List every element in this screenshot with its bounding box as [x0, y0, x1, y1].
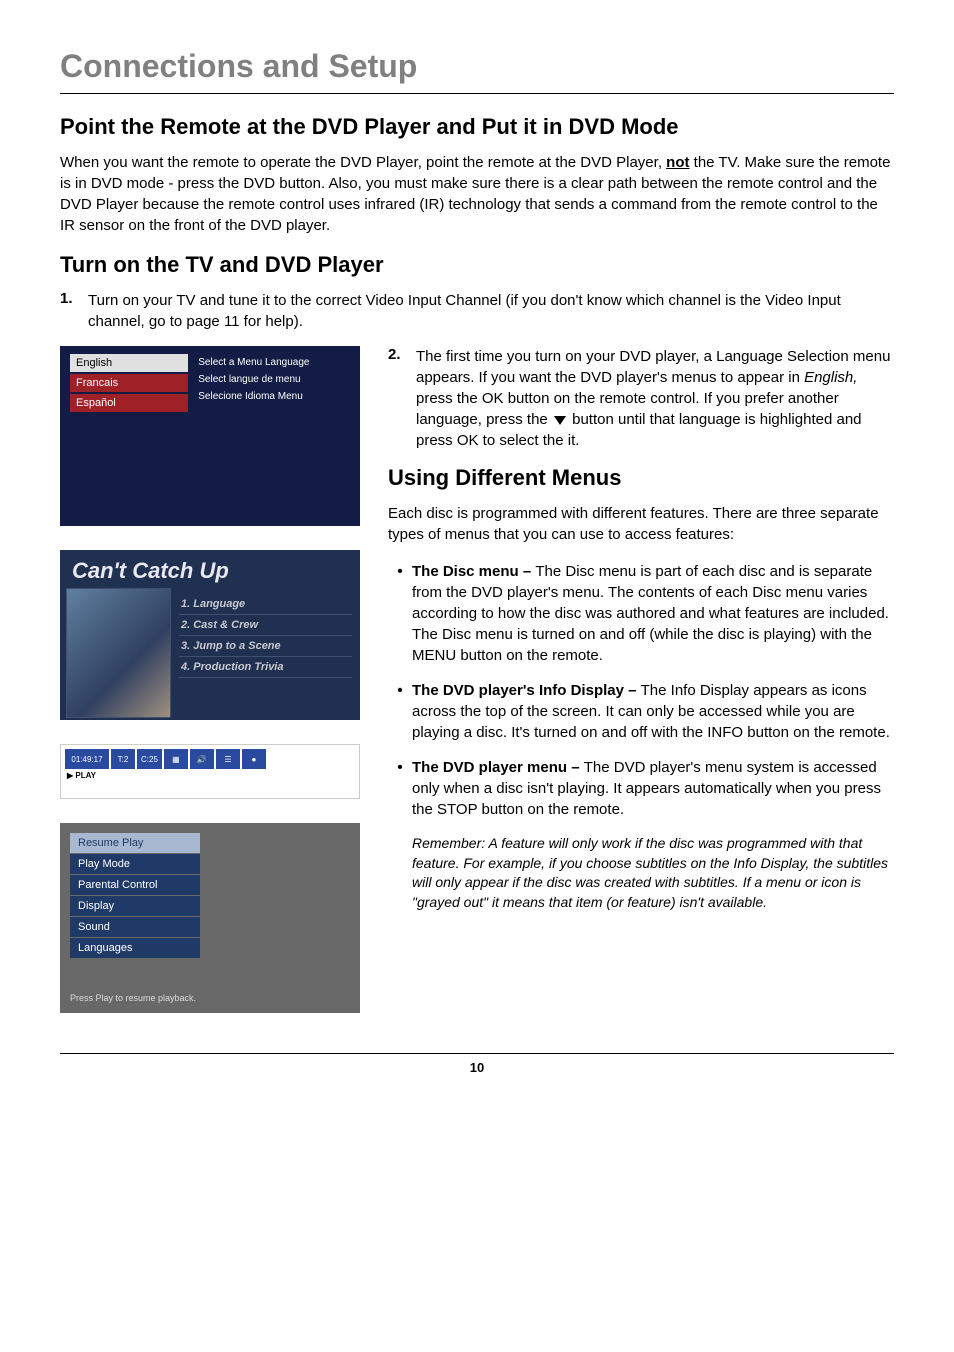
pm-item-0: Resume Play [70, 833, 200, 853]
info-display-screenshot: 01:49:17 T:2 C:25 ▦ 🔊 ☰ ● ▶ PLAY [60, 744, 360, 799]
step-2-english: English, [804, 369, 857, 386]
infobar-icon-1: ▦ [164, 749, 188, 769]
step-1: 1. Turn on your TV and tune it to the co… [60, 290, 894, 332]
title-rule [60, 93, 894, 94]
lang-label-0: Select a Menu Language [196, 354, 350, 371]
page-footer: 10 [60, 1053, 894, 1075]
infobar-play-label: ▶ PLAY [65, 771, 355, 780]
infobar-chapter: C:25 [137, 749, 162, 769]
catchup-item-3: 4. Production Trivia [179, 657, 352, 678]
step-2-number: 2. [388, 346, 416, 451]
section1-heading: Point the Remote at the DVD Player and P… [60, 114, 894, 140]
bullet-1-label: The Disc menu – [412, 563, 535, 580]
step-2: 2. The first time you turn on your DVD p… [388, 346, 894, 451]
lang-label-1: Select langue de menu [196, 371, 350, 388]
step-1-text: Turn on your TV and tune it to the corre… [88, 290, 894, 332]
lang-item-english: English [70, 354, 188, 372]
catchup-item-1: 2. Cast & Crew [179, 615, 352, 636]
section1-not: not [666, 154, 689, 171]
bullet-dot-2: • [388, 680, 412, 743]
language-select-screenshot: English Francais Español Select a Menu L… [60, 346, 360, 526]
pm-item-4: Sound [70, 917, 200, 937]
bullet-dot-1: • [388, 561, 412, 666]
infobar-time: 01:49:17 [65, 749, 109, 769]
catchup-thumbnail [66, 588, 171, 718]
catchup-item-2: 3. Jump to a Scene [179, 636, 352, 657]
bullet-2: • The DVD player's Info Display – The In… [388, 680, 894, 743]
bullet-dot-3: • [388, 757, 412, 820]
page-title: Connections and Setup [60, 48, 894, 85]
catchup-title: Can't Catch Up [60, 550, 360, 588]
bullet-3: • The DVD player menu – The DVD player's… [388, 757, 894, 820]
page-number: 10 [470, 1060, 484, 1075]
section3-heading: Using Different Menus [388, 465, 894, 491]
player-menu-screenshot: Resume Play Play Mode Parental Control D… [60, 823, 360, 1013]
pm-item-3: Display [70, 896, 200, 916]
pm-item-2: Parental Control [70, 875, 200, 895]
pm-item-5: Languages [70, 938, 200, 958]
down-arrow-icon [554, 416, 566, 425]
bullet-2-label: The DVD player's Info Display – [412, 682, 641, 699]
bullet-3-label: The DVD player menu – [412, 759, 584, 776]
pm-item-1: Play Mode [70, 854, 200, 874]
catchup-item-0: 1. Language [179, 594, 352, 615]
section3-intro: Each disc is programmed with different f… [388, 503, 894, 545]
infobar-title: T:2 [111, 749, 135, 769]
step-1-number: 1. [60, 290, 88, 332]
section2-heading: Turn on the TV and DVD Player [60, 252, 894, 278]
section1-body-a: When you want the remote to operate the … [60, 154, 666, 171]
pm-footer: Press Play to resume playback. [70, 993, 196, 1003]
infobar-icon-2: 🔊 [190, 749, 214, 769]
lang-item-espanol: Español [70, 394, 188, 412]
remember-note: Remember: A feature will only work if th… [388, 834, 894, 912]
lang-item-francais: Francais [70, 374, 188, 392]
section1-body: When you want the remote to operate the … [60, 152, 894, 236]
step-2-text: The first time you turn on your DVD play… [416, 346, 894, 451]
bullet-1: • The Disc menu – The Disc menu is part … [388, 561, 894, 666]
infobar-icon-4: ● [242, 749, 266, 769]
lang-label-2: Selecione Idioma Menu [196, 388, 350, 405]
infobar-icon-3: ☰ [216, 749, 240, 769]
disc-menu-screenshot: Can't Catch Up 1. Language 2. Cast & Cre… [60, 550, 360, 720]
